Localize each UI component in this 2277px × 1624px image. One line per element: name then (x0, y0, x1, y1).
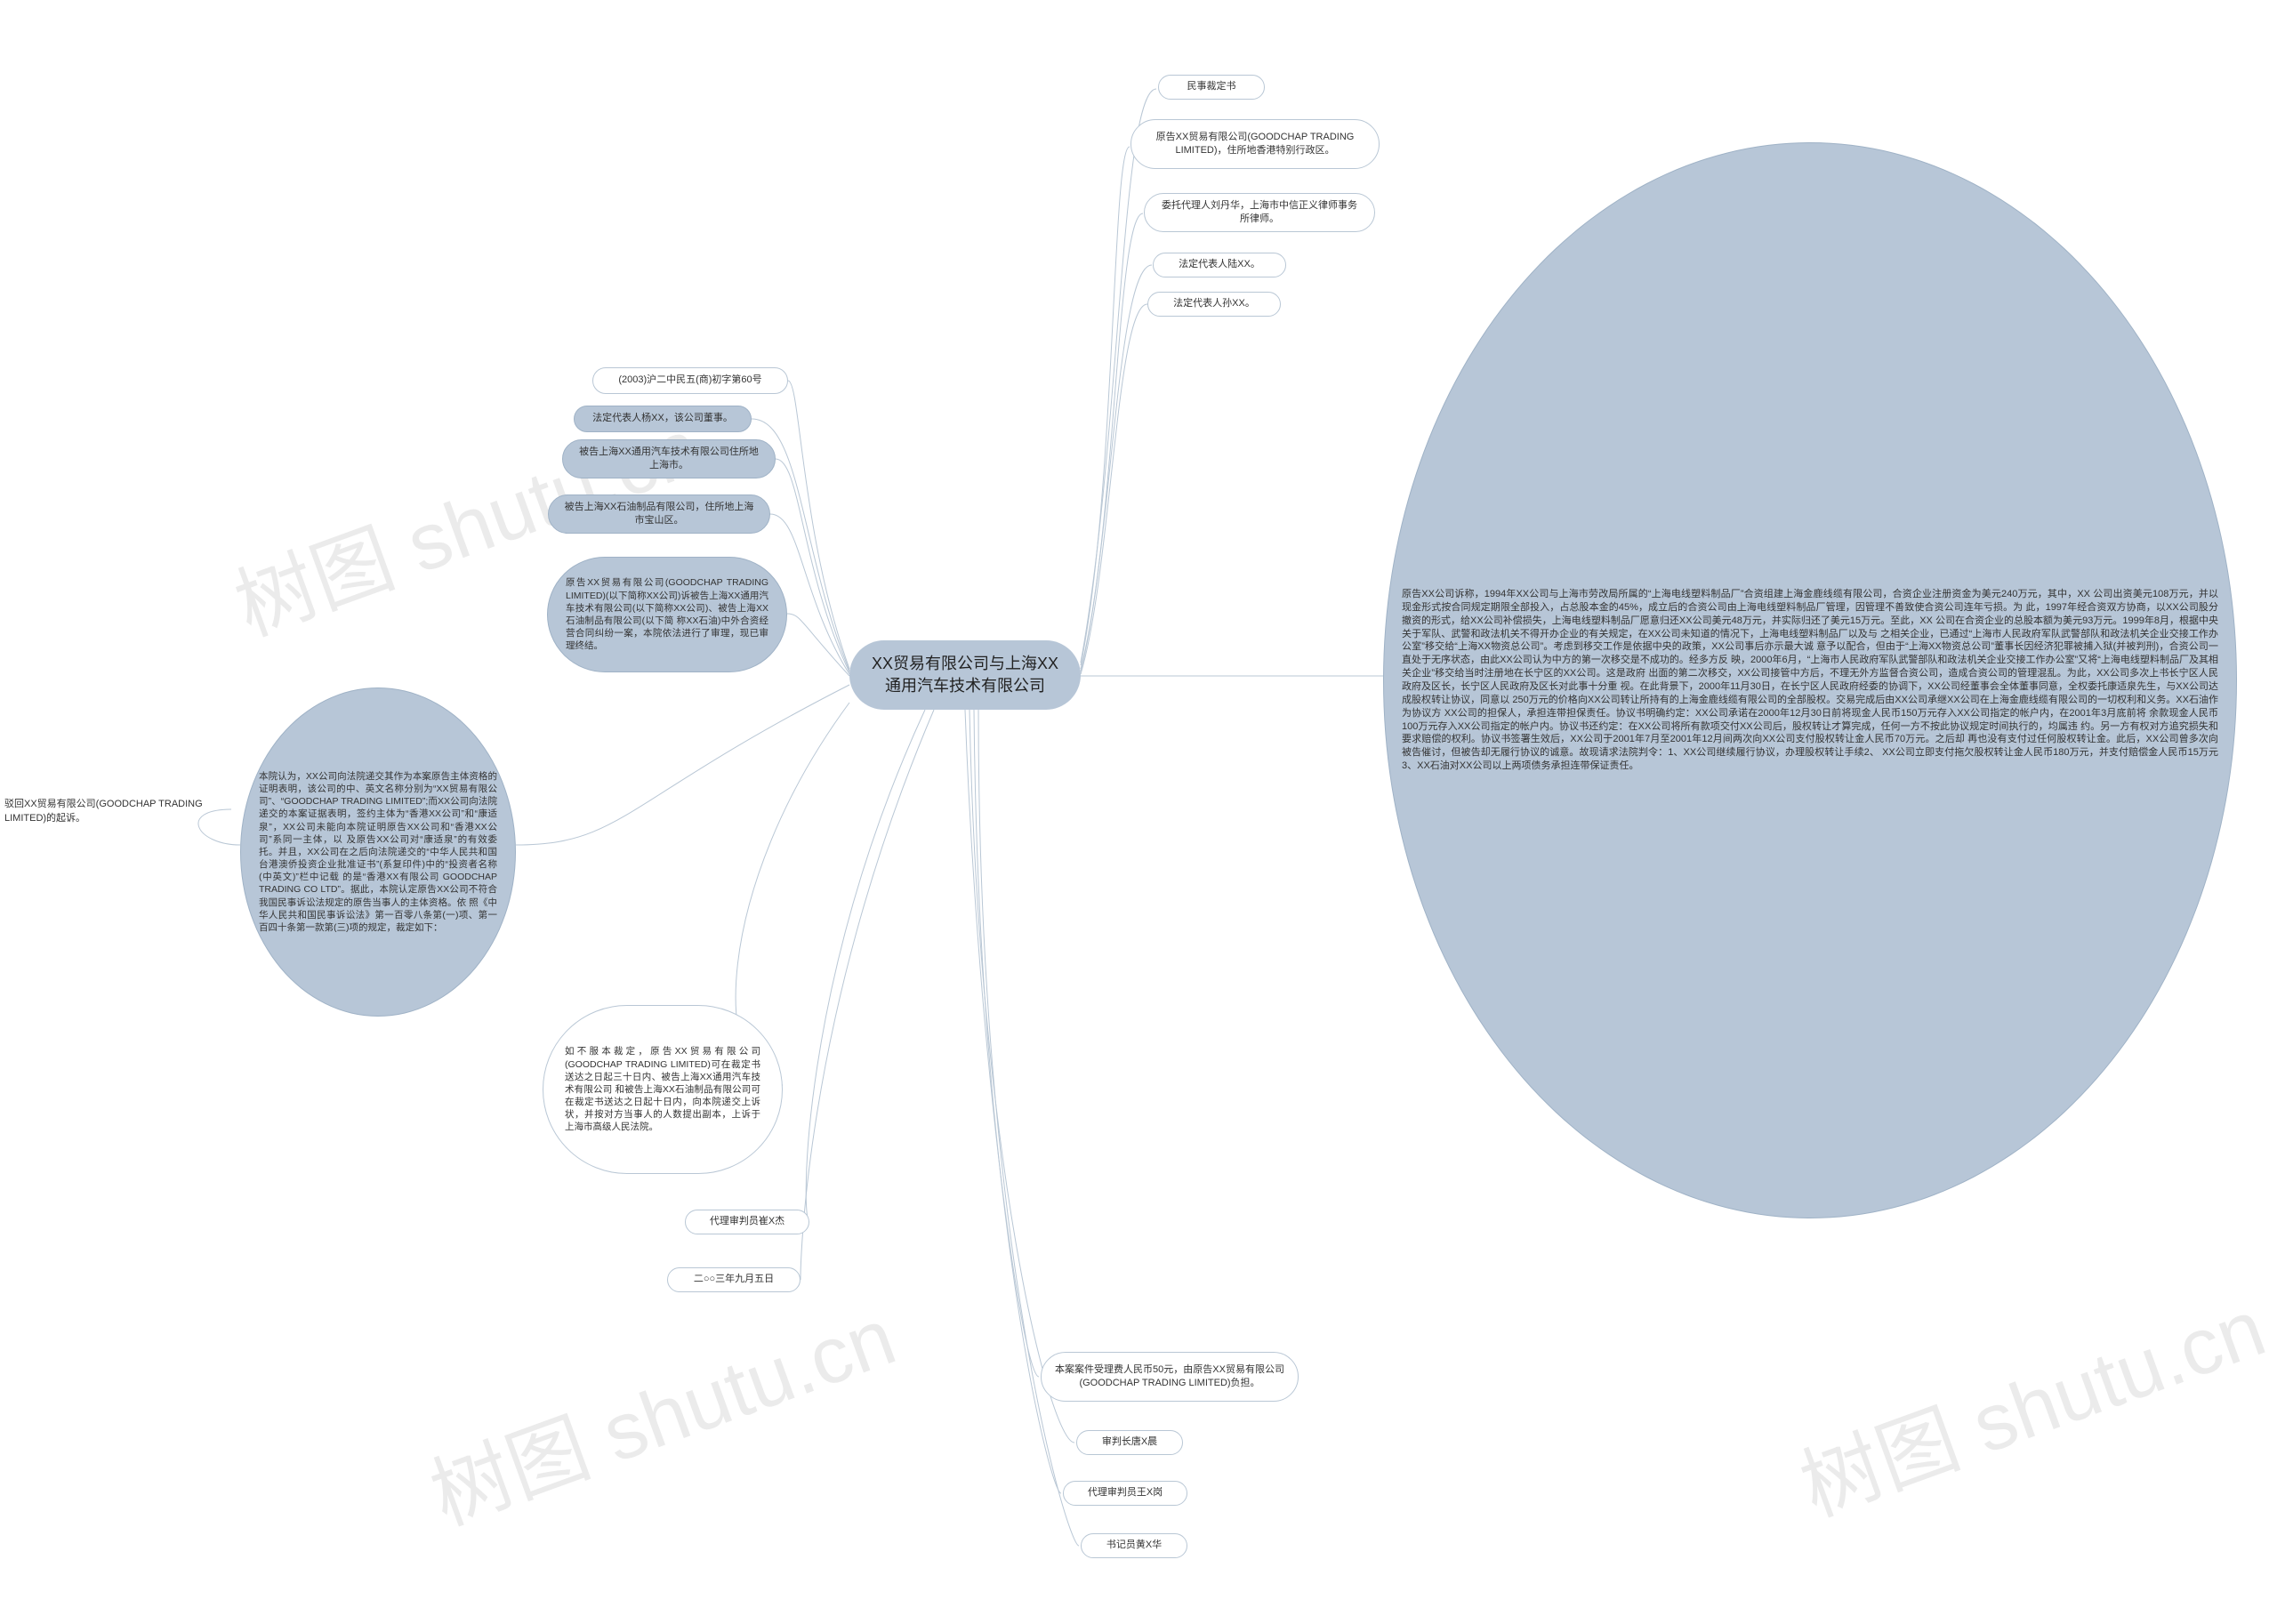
small-left-1: 法定代表人杨XX，该公司董事。 (574, 406, 752, 432)
small-left-3: 被告上海XX石油制品有限公司，住所地上海市宝山区。 (548, 494, 770, 534)
small-right-2: 委托代理人刘丹华，上海市中信正义律师事务所律师。 (1144, 193, 1375, 232)
small-left-0: (2003)沪二中民五(商)初字第60号 (592, 367, 788, 394)
small-right-4: 法定代表人孙XX。 (1147, 292, 1281, 317)
small-right-1: 原告XX贸易有限公司(GOODCHAP TRADING LIMITED)，住所地… (1130, 119, 1380, 169)
upper-left-box: 原告XX贸易有限公司(GOODCHAP TRADING LIMITED)(以下简… (547, 557, 787, 672)
left-tail-text: 驳回XX贸易有限公司(GOODCHAP TRADING LIMITED)的起诉。 (4, 796, 236, 824)
small-bottom-4: 代理审判员王X岗 (1063, 1481, 1187, 1506)
center-node: XX贸易有限公司与上海XX 通用汽车技术有限公司 (849, 640, 1081, 710)
small-bottom-3: 审判长唐X晨 (1076, 1430, 1183, 1455)
small-bottom-2: 本案案件受理费人民币50元，由原告XX贸易有限公司(GOODCHAP TRADI… (1041, 1352, 1299, 1402)
small-bottom-1: 二○○三年九月五日 (667, 1267, 801, 1292)
small-right-0: 民事裁定书 (1158, 75, 1265, 100)
big-left-node: 本院认为，XX公司向法院递交其作为本案原告主体资格的证明表明，该公司的中、英文名… (240, 687, 516, 1017)
mid-left-node: 如不服本裁定，原告XX贸易有限公司(GOODCHAP TRADING LIMIT… (543, 1005, 783, 1174)
small-bottom-5: 书记员黄X华 (1081, 1533, 1187, 1558)
small-bottom-0: 代理审判员崔X杰 (685, 1210, 809, 1234)
page-root: 树图 shutu.cn 树图 shutu.cn 树图 shutu.cn XX贸易… (0, 0, 2277, 1624)
watermark-3: 树图 shutu.cn (1782, 1264, 2277, 1539)
big-right-node: 原告XX公司诉称，1994年XX公司与上海市劳改局所属的“上海电线塑料制品厂”合… (1383, 142, 2237, 1218)
watermark-2: 树图 shutu.cn (413, 1273, 908, 1548)
small-right-3: 法定代表人陆XX。 (1153, 253, 1286, 277)
small-left-2: 被告上海XX通用汽车技术有限公司住所地上海市。 (562, 439, 776, 478)
